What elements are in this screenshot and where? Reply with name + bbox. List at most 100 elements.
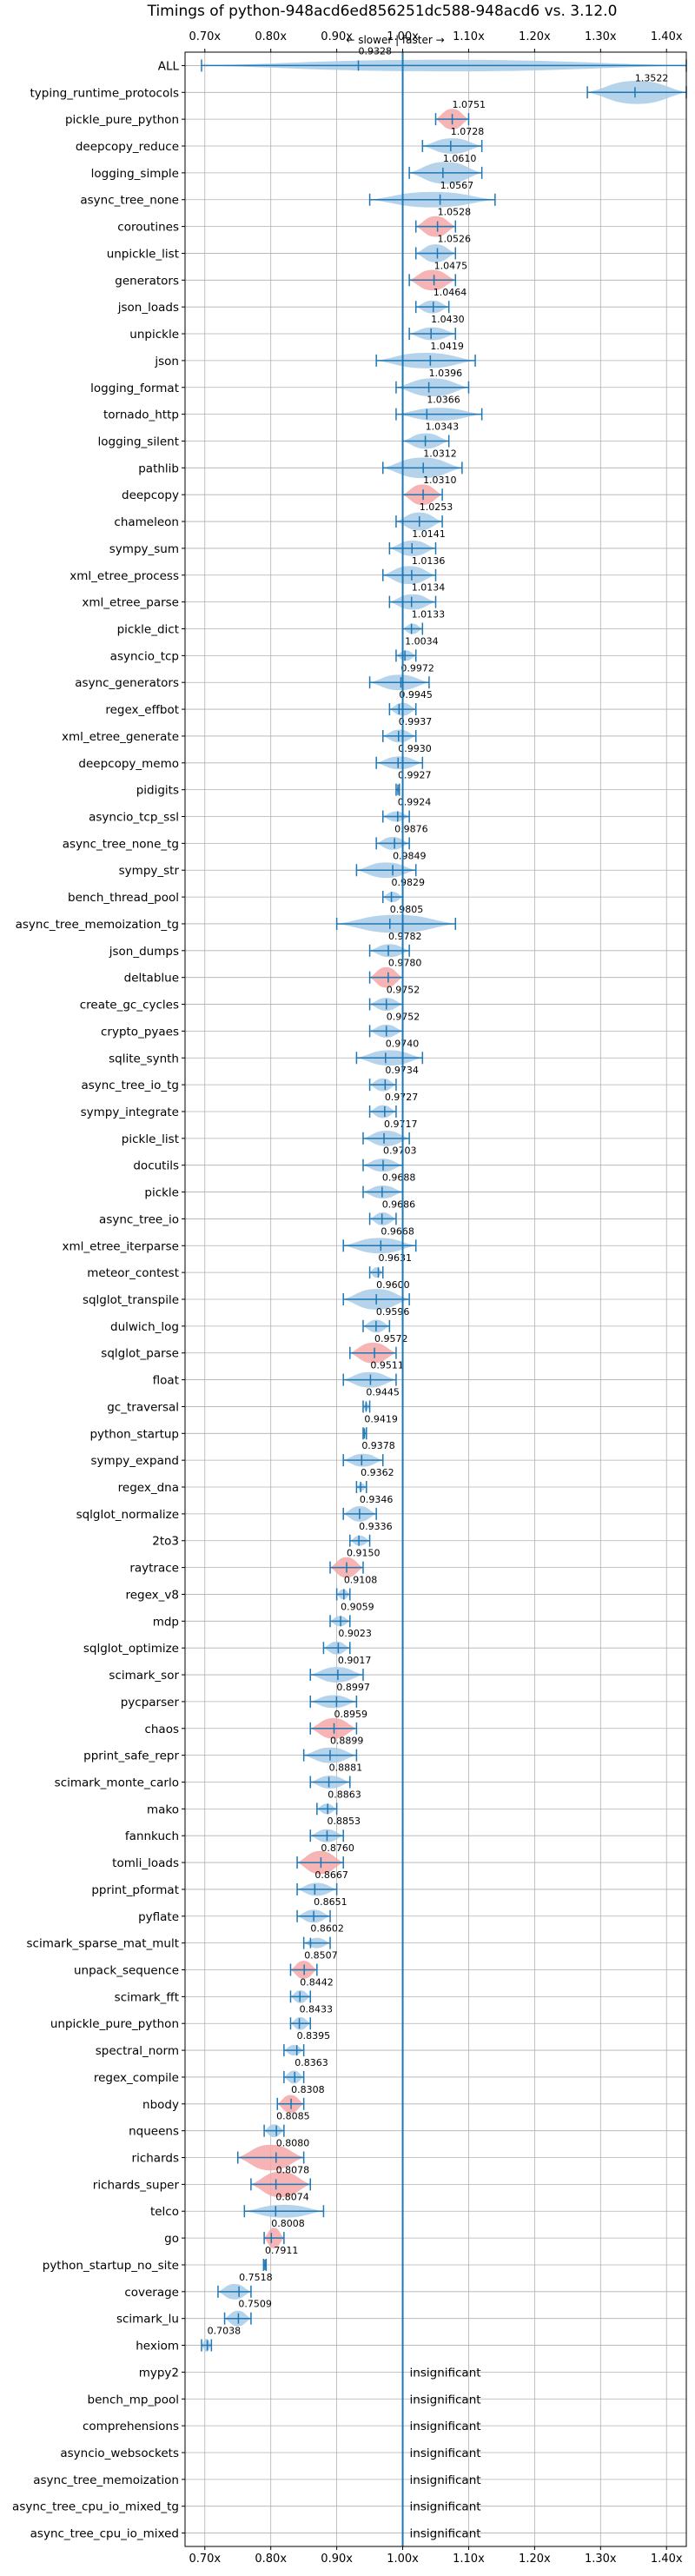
category-label: pathlib xyxy=(138,461,179,475)
value-label: 0.8080 xyxy=(276,2138,310,2149)
category-label: comprehensions xyxy=(83,2420,179,2433)
category-label: unpickle_list xyxy=(107,247,179,261)
value-label: 0.9927 xyxy=(398,770,432,781)
x-tick-label-top: 1.40x xyxy=(651,30,683,43)
x-tick-label-top: 1.00x xyxy=(387,30,419,43)
category-label: sqlglot_parse xyxy=(101,1347,179,1361)
category-label: python_startup_no_site xyxy=(43,2259,179,2273)
category-label: pprint_safe_repr xyxy=(83,1749,179,1763)
value-label: 0.8881 xyxy=(329,1763,363,1774)
x-tick-label-top: 0.80x xyxy=(255,30,287,43)
category-label: xml_etree_process xyxy=(70,569,179,583)
value-label: 0.8959 xyxy=(334,1709,368,1720)
value-label: 0.8651 xyxy=(314,1896,348,1908)
value-label: 0.9930 xyxy=(398,743,432,754)
value-label: 0.8442 xyxy=(300,1976,334,1988)
category-label: richards_super xyxy=(93,2178,180,2192)
category-label: logging_format xyxy=(90,382,179,395)
value-label: 0.9346 xyxy=(360,1494,394,1505)
category-label: logging_silent xyxy=(98,435,179,448)
value-label: 0.8863 xyxy=(328,1789,361,1800)
category-label: meteor_contest xyxy=(87,1266,179,1280)
value-label: 1.0343 xyxy=(426,422,460,433)
insignificant-label: insignificant xyxy=(410,2473,481,2487)
category-label: asyncio_tcp xyxy=(110,649,179,663)
category-label: asyncio_websockets xyxy=(60,2447,179,2460)
value-label: 1.0475 xyxy=(434,260,467,271)
value-label: 0.9108 xyxy=(344,1575,378,1586)
value-label: 0.8760 xyxy=(321,1842,354,1854)
category-label: unpickle xyxy=(129,328,179,342)
value-label: 0.9849 xyxy=(393,850,427,861)
value-label: 0.9924 xyxy=(398,797,432,808)
category-label: dulwich_log xyxy=(110,1320,179,1334)
value-label: 1.0464 xyxy=(434,287,467,298)
category-label: coverage xyxy=(124,2286,179,2300)
category-label: nbody xyxy=(142,2098,179,2112)
value-label: 0.8602 xyxy=(310,1923,344,1935)
x-tick-label-bottom: 1.40x xyxy=(651,2553,683,2566)
category-label: chaos xyxy=(144,1723,179,1736)
value-label: 0.9717 xyxy=(384,1119,418,1130)
category-label: regex_effbot xyxy=(105,703,179,717)
axes: 0.70x 0.70x 0.80x 0.80x 0.90x 0.90x 1.00x 1.00x… xyxy=(12,30,687,2566)
value-label: 1.0419 xyxy=(430,341,464,352)
value-label: 1.0253 xyxy=(420,501,453,513)
value-label: 0.8997 xyxy=(336,1682,370,1693)
value-label: 0.9150 xyxy=(347,1548,381,1559)
value-label: 0.9945 xyxy=(399,689,433,700)
category-label: telco xyxy=(150,2205,179,2219)
category-label: async_tree_cpu_io_mixed xyxy=(30,2527,179,2541)
category-label: float xyxy=(153,1374,179,1388)
category-label: pidigits xyxy=(136,784,179,798)
category-label: scimark_lu xyxy=(116,2313,179,2327)
value-label: 0.9876 xyxy=(394,823,428,834)
category-label: raytrace xyxy=(129,1562,179,1576)
category-label: json xyxy=(154,355,179,368)
category-label: xml_etree_generate xyxy=(62,730,179,744)
category-label: async_tree_memoization xyxy=(33,2473,179,2487)
value-label: 1.0141 xyxy=(412,528,446,540)
value-label: 1.0567 xyxy=(440,180,473,191)
value-label: 0.9445 xyxy=(366,1386,400,1398)
value-label: 0.7509 xyxy=(238,2299,272,2310)
category-label: typing_runtime_protocols xyxy=(30,86,180,100)
value-label: 0.8308 xyxy=(291,2084,325,2095)
x-tick-label-top: 1.20x xyxy=(519,30,551,43)
category-label: scimark_sparse_mat_mult xyxy=(27,1937,179,1951)
value-label: 0.9017 xyxy=(338,1655,372,1666)
category-label: bench_thread_pool xyxy=(68,891,179,905)
value-label: 0.9511 xyxy=(370,1360,404,1371)
category-label: scimark_monte_carlo xyxy=(55,1776,179,1789)
value-label: 1.0430 xyxy=(431,314,465,325)
category-label: go xyxy=(164,2232,179,2246)
category-label: async_generators xyxy=(75,676,179,690)
category-label: async_tree_none xyxy=(80,194,179,208)
value-label: 0.9780 xyxy=(388,958,422,969)
category-label: hexiom xyxy=(136,2340,179,2354)
insignificant-label: insignificant xyxy=(410,2393,481,2407)
value-label: 0.9596 xyxy=(376,1306,410,1318)
value-label: 0.9686 xyxy=(382,1198,416,1210)
category-label: crypto_pyaes xyxy=(101,1025,179,1039)
value-label: 0.9668 xyxy=(381,1225,414,1237)
category-label: tomli_loads xyxy=(112,1856,179,1870)
value-label: 0.9328 xyxy=(359,45,393,56)
insignificant-label: insignificant xyxy=(410,2447,481,2460)
value-label: 0.8853 xyxy=(327,1816,361,1827)
insignificant-label: insignificant xyxy=(410,2420,481,2433)
x-tick-label-bottom: 1.10x xyxy=(453,2553,485,2566)
category-label: pyflate xyxy=(138,1910,179,1924)
value-label: 0.8433 xyxy=(300,2003,334,2015)
category-label: sqlglot_normalize xyxy=(76,1508,179,1522)
category-label: unpickle_pure_python xyxy=(50,2017,179,2031)
value-label: 1.0034 xyxy=(405,635,439,647)
value-label: 0.8507 xyxy=(304,1950,338,1962)
category-label: xml_etree_iterparse xyxy=(63,1239,180,1253)
x-tick-label-bottom: 1.30x xyxy=(585,2553,617,2566)
category-label: python_startup xyxy=(89,1427,179,1441)
category-label: sqlglot_optimize xyxy=(83,1642,179,1656)
category-label: logging_simple xyxy=(91,167,179,181)
value-label: 0.7911 xyxy=(265,2245,299,2256)
